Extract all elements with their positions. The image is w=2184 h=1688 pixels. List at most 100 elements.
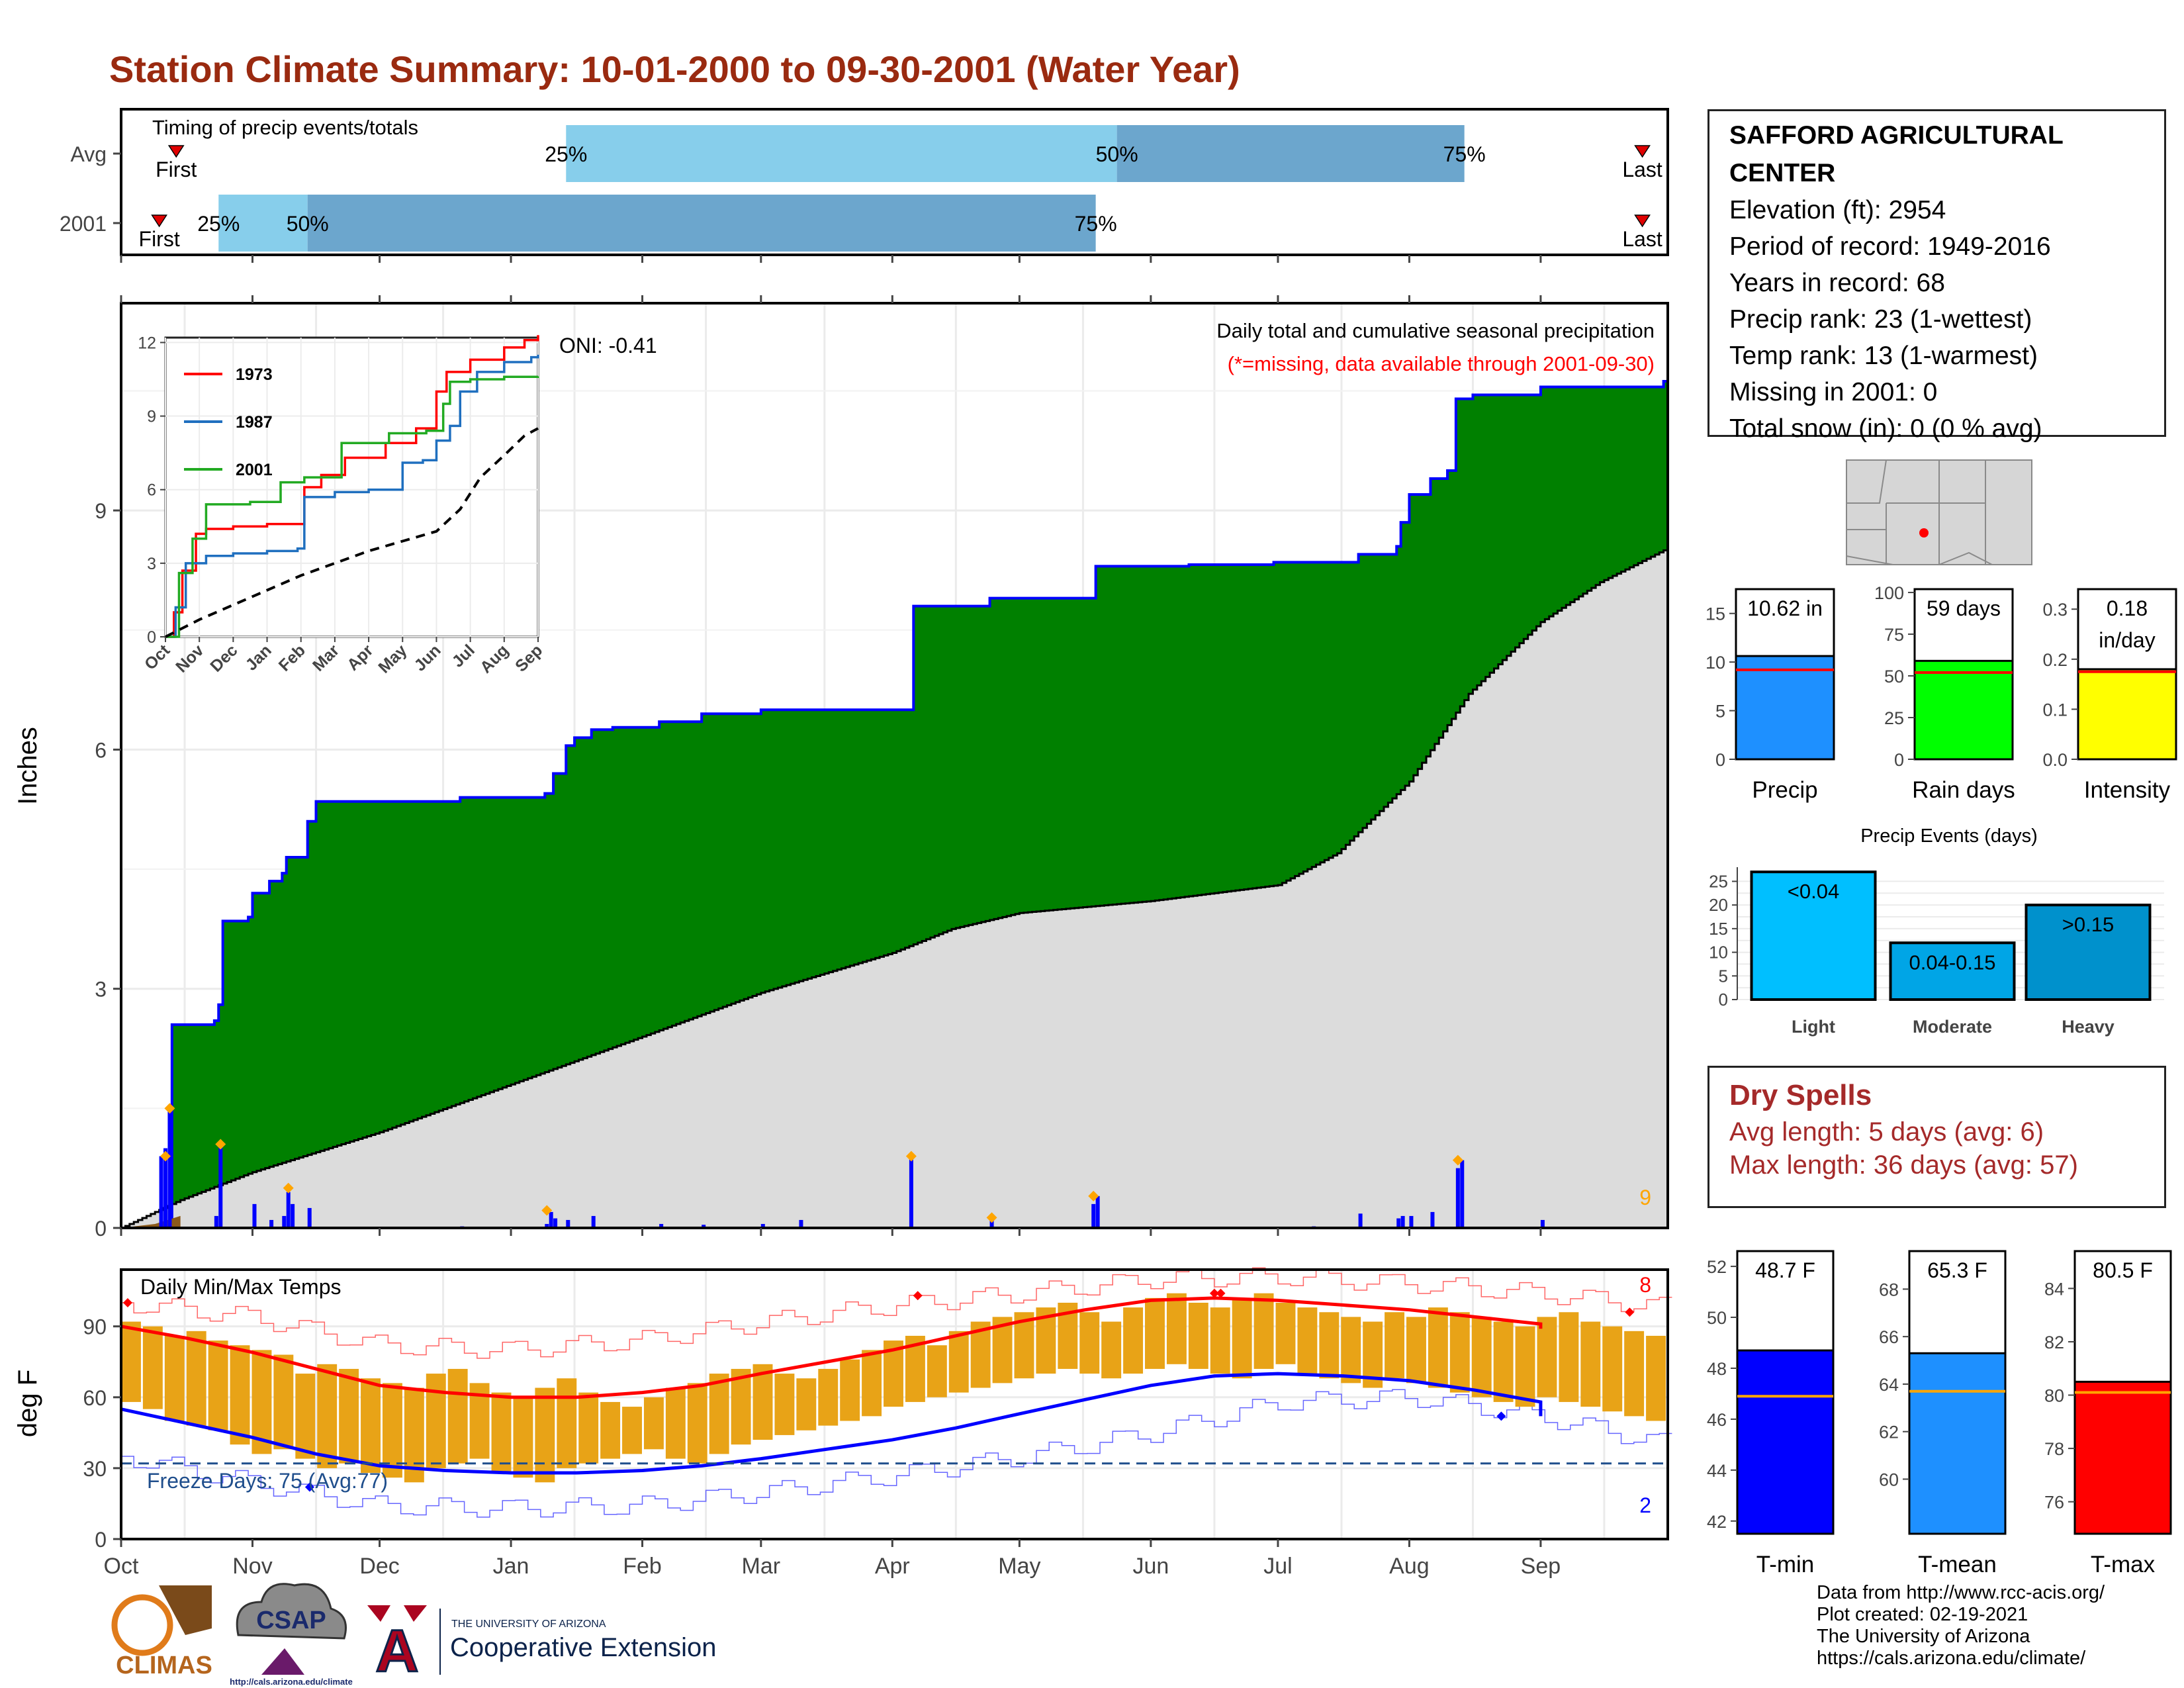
daily-temp-range-bar <box>535 1387 555 1483</box>
x-tick-label: Mar <box>742 1554 781 1579</box>
summary-y-tick-label: 0 <box>1894 750 1904 770</box>
tsummary-bar <box>2073 1380 2172 1535</box>
station-precip-rank: Precip rank: 23 (1-wettest) <box>1729 305 2032 334</box>
x-tick-label: Aug <box>1389 1554 1430 1579</box>
station-temp-rank: Temp rank: 13 (1-warmest) <box>1729 342 2038 370</box>
daily-temp-range-bar <box>1580 1321 1601 1407</box>
precip-y-tick-label: 6 <box>95 738 107 762</box>
daily-temp-range-bar <box>164 1335 185 1421</box>
daily-temp-range-bar <box>1297 1307 1318 1374</box>
daily-temp-range-bar <box>600 1401 621 1459</box>
station-elevation: Elevation (ft): 2954 <box>1729 196 1946 224</box>
daily-temp-range-bar <box>709 1374 729 1454</box>
tsummary-y-tick-label: 68 <box>1879 1280 1899 1299</box>
daily-precip-bar <box>1540 1219 1545 1228</box>
inset-frame <box>164 336 539 638</box>
temp-frame <box>120 1268 1669 1540</box>
average-precip-area <box>121 550 1668 1228</box>
freeze-days-label: Freeze Days: 75 (Avg:77) <box>147 1469 388 1493</box>
tsummary-y-tick-label: 80 <box>2044 1386 2064 1406</box>
daily-precip-bar <box>163 1148 168 1228</box>
daily-precip-bar <box>549 1211 553 1228</box>
daily-temp-range-bar <box>317 1364 338 1468</box>
daily-precip-bar <box>252 1203 257 1228</box>
x-tick-label: Nov <box>232 1554 272 1579</box>
timing-last-marker <box>1634 145 1651 158</box>
daily-temp-range-bar <box>339 1368 359 1464</box>
tsummary-y-tick-label: 50 <box>1707 1308 1727 1328</box>
ua-logo-letter: A <box>376 1618 419 1685</box>
inset-y-tick-label: 3 <box>147 555 156 573</box>
daily-precip-bar <box>1091 1203 1096 1228</box>
inset-line-avg <box>165 427 539 638</box>
ua-small-text: THE UNIVERSITY OF ARIZONA <box>451 1618 606 1630</box>
summary-value-label: 0.18 <box>2107 596 2148 620</box>
daily-temp-range-bar <box>1232 1297 1252 1379</box>
tsummary-y-tick-label: 76 <box>2044 1493 2064 1513</box>
temp-y-axis-label: deg F <box>13 1370 42 1437</box>
daily-temp-range-bar <box>862 1350 882 1417</box>
precip-chart: 0 3 6 9 Inches Daily total and cumulative sea… <box>13 295 1669 1241</box>
tsummary-y-tick-label: 52 <box>1707 1257 1727 1277</box>
credit-data-source: Data from http://www.rcc-acis.org/ <box>1817 1582 2105 1603</box>
summary-bar <box>1735 655 1835 761</box>
daily-temp-range-bar <box>796 1378 817 1430</box>
summary-y-tick-label: 0 <box>1715 750 1725 770</box>
daily-temp-range-bar <box>1210 1307 1230 1374</box>
summary-y-tick-label: 0.3 <box>2042 600 2068 620</box>
timing-p50-label: 50% <box>1096 142 1138 166</box>
x-tick-label: Jan <box>493 1554 529 1579</box>
timing-bar-50-75 <box>1116 125 1465 182</box>
record-high-count: 8 <box>1639 1273 1651 1297</box>
events-y-tick-label: 25 <box>1709 871 1728 891</box>
x-tick-label: May <box>998 1554 1040 1579</box>
daily-temp-range-bar <box>1515 1326 1535 1407</box>
timing-last-marker <box>1634 214 1651 228</box>
daily-precip-bar <box>1095 1196 1100 1228</box>
event-marker <box>215 1139 226 1150</box>
summary-bar <box>2077 668 2177 761</box>
summary-value-label: 59 days <box>1927 596 2001 620</box>
daily-temp-range-bar <box>840 1359 860 1421</box>
event-marker <box>541 1205 553 1216</box>
daily-temp-range-bar <box>361 1378 381 1474</box>
station-info-box: SAFFORD AGRICULTURAL CENTER Elevation (f… <box>1707 109 2166 443</box>
events-bar <box>1750 870 1877 1001</box>
daily-temp-range-bar <box>1602 1326 1623 1412</box>
x-tick-label: Dec <box>359 1554 399 1579</box>
summary-y-tick-label: 10 <box>1706 653 1725 673</box>
x-tick-label: Jul <box>1263 1554 1292 1579</box>
station-period: Period of record: 1949-2016 <box>1729 232 2051 261</box>
tsummary-value-label: 80.5 F <box>2093 1258 2153 1282</box>
daily-temp-range-bar <box>1449 1312 1470 1393</box>
summary-value-label: 10.62 in <box>1747 596 1823 620</box>
timing-bar-25-50 <box>218 195 308 252</box>
daily-precip-bar <box>659 1223 664 1228</box>
timing-p25-label: 25% <box>197 212 240 236</box>
daily-precip-bar <box>760 1223 765 1228</box>
csap-cloud-icon <box>236 1583 347 1640</box>
daily-temp-range-bar <box>1275 1302 1296 1364</box>
inset-legend-label: 1987 <box>236 413 273 432</box>
credit-url: https://cals.arizona.edu/climate/ <box>1817 1648 2086 1669</box>
ua-big-text: Cooperative Extension <box>450 1633 716 1662</box>
daily-precip-bar <box>286 1192 291 1228</box>
inset-y-tick-label: 12 <box>138 334 156 352</box>
inset-y-tick-label: 9 <box>147 408 156 426</box>
tsummary-category-label: T-max <box>2091 1552 2156 1577</box>
event-marker <box>283 1182 294 1194</box>
daily-temp-range-bar <box>1145 1297 1165 1369</box>
temp-chart-title: Daily Min/Max Temps <box>140 1275 341 1299</box>
climas-logo-text: CLIMAS <box>116 1652 212 1679</box>
daily-precip-bar <box>269 1219 274 1228</box>
timing-first-label: First <box>156 158 197 181</box>
daily-temp-range-bar <box>295 1374 316 1459</box>
page-title: Station Climate Summary: 10-01-2000 to 0… <box>109 48 1240 90</box>
daily-precip-bar <box>214 1215 218 1228</box>
station-location-dot <box>1919 528 1929 538</box>
oni-label: ONI: -0.41 <box>559 334 657 357</box>
csap-mountain-icon <box>261 1648 304 1675</box>
events-bar-label: <0.04 <box>1788 880 1839 903</box>
